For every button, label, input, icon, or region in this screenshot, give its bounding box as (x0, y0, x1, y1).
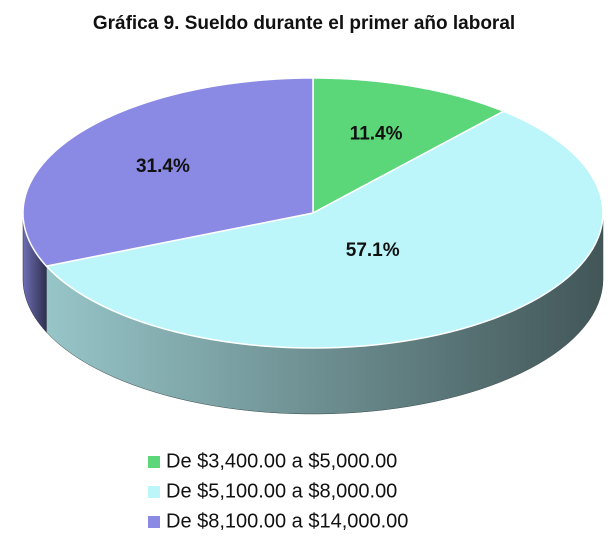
legend-label: De $5,100.00 a $8,000.00 (166, 480, 397, 502)
pie-slice (44, 110, 604, 349)
legend-label: De $8,100.00 a $14,000.00 (166, 510, 408, 532)
data-label: 57.1% (346, 240, 400, 261)
pie-slice (22, 77, 314, 267)
legend-swatch (148, 456, 160, 468)
legend-swatch (148, 486, 160, 498)
pie-slice (312, 77, 506, 215)
data-label: 11.4% (350, 124, 403, 145)
legend-swatch (148, 516, 160, 528)
legend-label: De $3,400.00 a $5,000.00 (166, 450, 397, 472)
data-label: 31.4% (136, 156, 190, 177)
chart-title: Gráfica 9. Sueldo durante el primer año … (93, 13, 515, 34)
